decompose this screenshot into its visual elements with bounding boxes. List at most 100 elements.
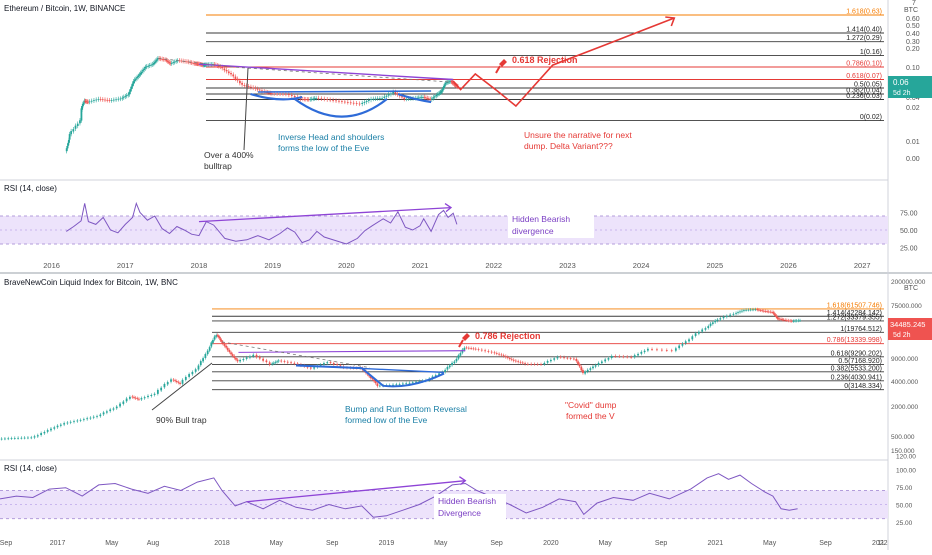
btc-candles-body bbox=[283, 361, 286, 362]
btc-candles-body bbox=[546, 361, 549, 363]
eth-candles-body bbox=[440, 91, 443, 92]
btc-candles-body bbox=[268, 362, 271, 365]
btc-candles-body bbox=[577, 361, 579, 365]
btc-candles-body bbox=[23, 437, 26, 439]
btc-candles-body bbox=[540, 364, 542, 366]
btc-candles-body bbox=[580, 366, 583, 371]
btc-candles-body bbox=[741, 310, 743, 312]
btc-candles-body bbox=[795, 320, 798, 322]
btc-candles-body bbox=[125, 398, 128, 402]
fib-bottom-label-3: 1(19764.512) bbox=[840, 326, 882, 333]
eth-candles-body bbox=[189, 62, 192, 63]
eth-candles-body bbox=[445, 82, 448, 84]
eth-candles-body bbox=[268, 92, 270, 94]
btc-candles-body bbox=[231, 354, 234, 356]
btc-candles-body bbox=[517, 361, 520, 363]
eth-candles-body bbox=[67, 142, 70, 146]
eth-candles-body bbox=[323, 98, 326, 100]
btc-candles-body bbox=[217, 335, 220, 337]
eth-candles-body bbox=[165, 59, 168, 61]
top-y-tick-2: 0.40 bbox=[906, 31, 920, 38]
btc-candles-body bbox=[408, 382, 411, 384]
eth-candles-body bbox=[451, 81, 454, 83]
fib-bottom-label-8: 0.236(4030.941) bbox=[831, 374, 882, 381]
eth-candles-body bbox=[293, 96, 296, 98]
rsi-line-bottom bbox=[0, 473, 798, 518]
btc-candles-body bbox=[714, 320, 717, 323]
btc-candles-body bbox=[498, 353, 500, 355]
btc-candles-body bbox=[640, 351, 643, 354]
eth-candles-body bbox=[112, 99, 115, 101]
eth-candles-body bbox=[374, 98, 377, 100]
bottom-x-tick-14: May bbox=[763, 540, 777, 547]
btc-candles-body bbox=[508, 358, 511, 360]
btc-candles-body bbox=[235, 358, 237, 360]
eth-candles-body bbox=[443, 84, 446, 87]
btc-candles-body bbox=[563, 357, 565, 359]
eth-candles-body bbox=[93, 100, 95, 102]
annotation-bump-run-line2: formed low of the Eve bbox=[345, 415, 427, 425]
top-rsi-divergence-line bbox=[198, 206, 452, 223]
eth-candles-body bbox=[138, 74, 141, 76]
eth-candles-body bbox=[148, 65, 151, 67]
btc-candles-body bbox=[556, 356, 559, 359]
eth-candles-body bbox=[122, 96, 125, 98]
top-y-tick-4: 0.20 bbox=[906, 46, 920, 53]
btc-candles-body bbox=[684, 341, 687, 344]
top-x-tick-6: 2022 bbox=[485, 261, 502, 270]
btc-candles-body bbox=[79, 419, 82, 421]
btc-candles-body bbox=[56, 425, 59, 428]
eth-candles-body bbox=[346, 102, 349, 103]
btc-candles-body bbox=[691, 336, 694, 340]
btc-candles-body bbox=[290, 362, 292, 364]
top-x-tick-3: 2019 bbox=[264, 261, 281, 270]
eth-candles-body bbox=[394, 92, 397, 94]
eth-candles-body bbox=[227, 71, 230, 74]
bottom-last-price-tag bbox=[888, 318, 932, 340]
bottom-countdown: 5d 2h bbox=[893, 332, 911, 339]
btc-candles-body bbox=[276, 361, 278, 363]
btc-candles-body bbox=[177, 381, 180, 383]
top-y-tick-1: 0.50 bbox=[906, 23, 920, 30]
btc-candles-body bbox=[584, 371, 586, 374]
btc-candles-body bbox=[378, 385, 381, 387]
btc-candles-body bbox=[553, 358, 556, 360]
btc-candles-body bbox=[647, 348, 649, 351]
bottom-axis-unit: BTC bbox=[904, 285, 918, 292]
btc-candles-body bbox=[43, 431, 46, 434]
eth-candles-body bbox=[326, 99, 329, 100]
eth-candles-body bbox=[390, 93, 392, 95]
bottom-y-tick-7: 500.000 bbox=[891, 434, 915, 441]
btc-candles-body bbox=[610, 355, 613, 358]
annotation-0786-rejection: 0.786 Rejection bbox=[475, 331, 541, 341]
eth-candles-body bbox=[381, 97, 383, 99]
btc-candles-body bbox=[514, 360, 517, 362]
btc-candles-body bbox=[665, 350, 668, 351]
btc-candles-body bbox=[395, 384, 398, 386]
btc-candles-body bbox=[194, 369, 197, 372]
btc-candles-body bbox=[622, 356, 625, 358]
eth-candles-body bbox=[454, 85, 457, 86]
bottom-rsi-y-tick-2: 75.00 bbox=[896, 485, 913, 492]
btc-candles-body bbox=[455, 358, 458, 362]
btc-candles-body bbox=[502, 355, 505, 357]
btc-candles-body bbox=[236, 359, 239, 362]
btc-candles-body bbox=[707, 326, 710, 328]
eth-candles-body bbox=[269, 92, 272, 94]
rsi-line-top bbox=[66, 201, 458, 245]
fib-bottom-label-9: 0(3148.334) bbox=[844, 383, 882, 390]
bottom-dashed-trendline bbox=[221, 341, 371, 369]
eth-candles-body bbox=[152, 62, 155, 65]
eth-candles-body bbox=[137, 75, 140, 78]
btc-candles-body bbox=[105, 411, 108, 413]
btc-candles-body bbox=[133, 397, 135, 398]
btc-candles-body bbox=[27, 437, 29, 439]
eth-candles-body bbox=[370, 98, 372, 100]
eth-candles-body bbox=[76, 123, 79, 127]
btc-candles-body bbox=[500, 354, 503, 356]
btc-candles-body bbox=[463, 347, 466, 351]
top-chart-title: Ethereum / Bitcoin, 1W, BINANCE bbox=[4, 4, 125, 13]
top-hs-left-shoulder bbox=[250, 92, 303, 101]
eth-candles-body bbox=[132, 81, 135, 84]
btc-candles-body bbox=[323, 363, 325, 365]
